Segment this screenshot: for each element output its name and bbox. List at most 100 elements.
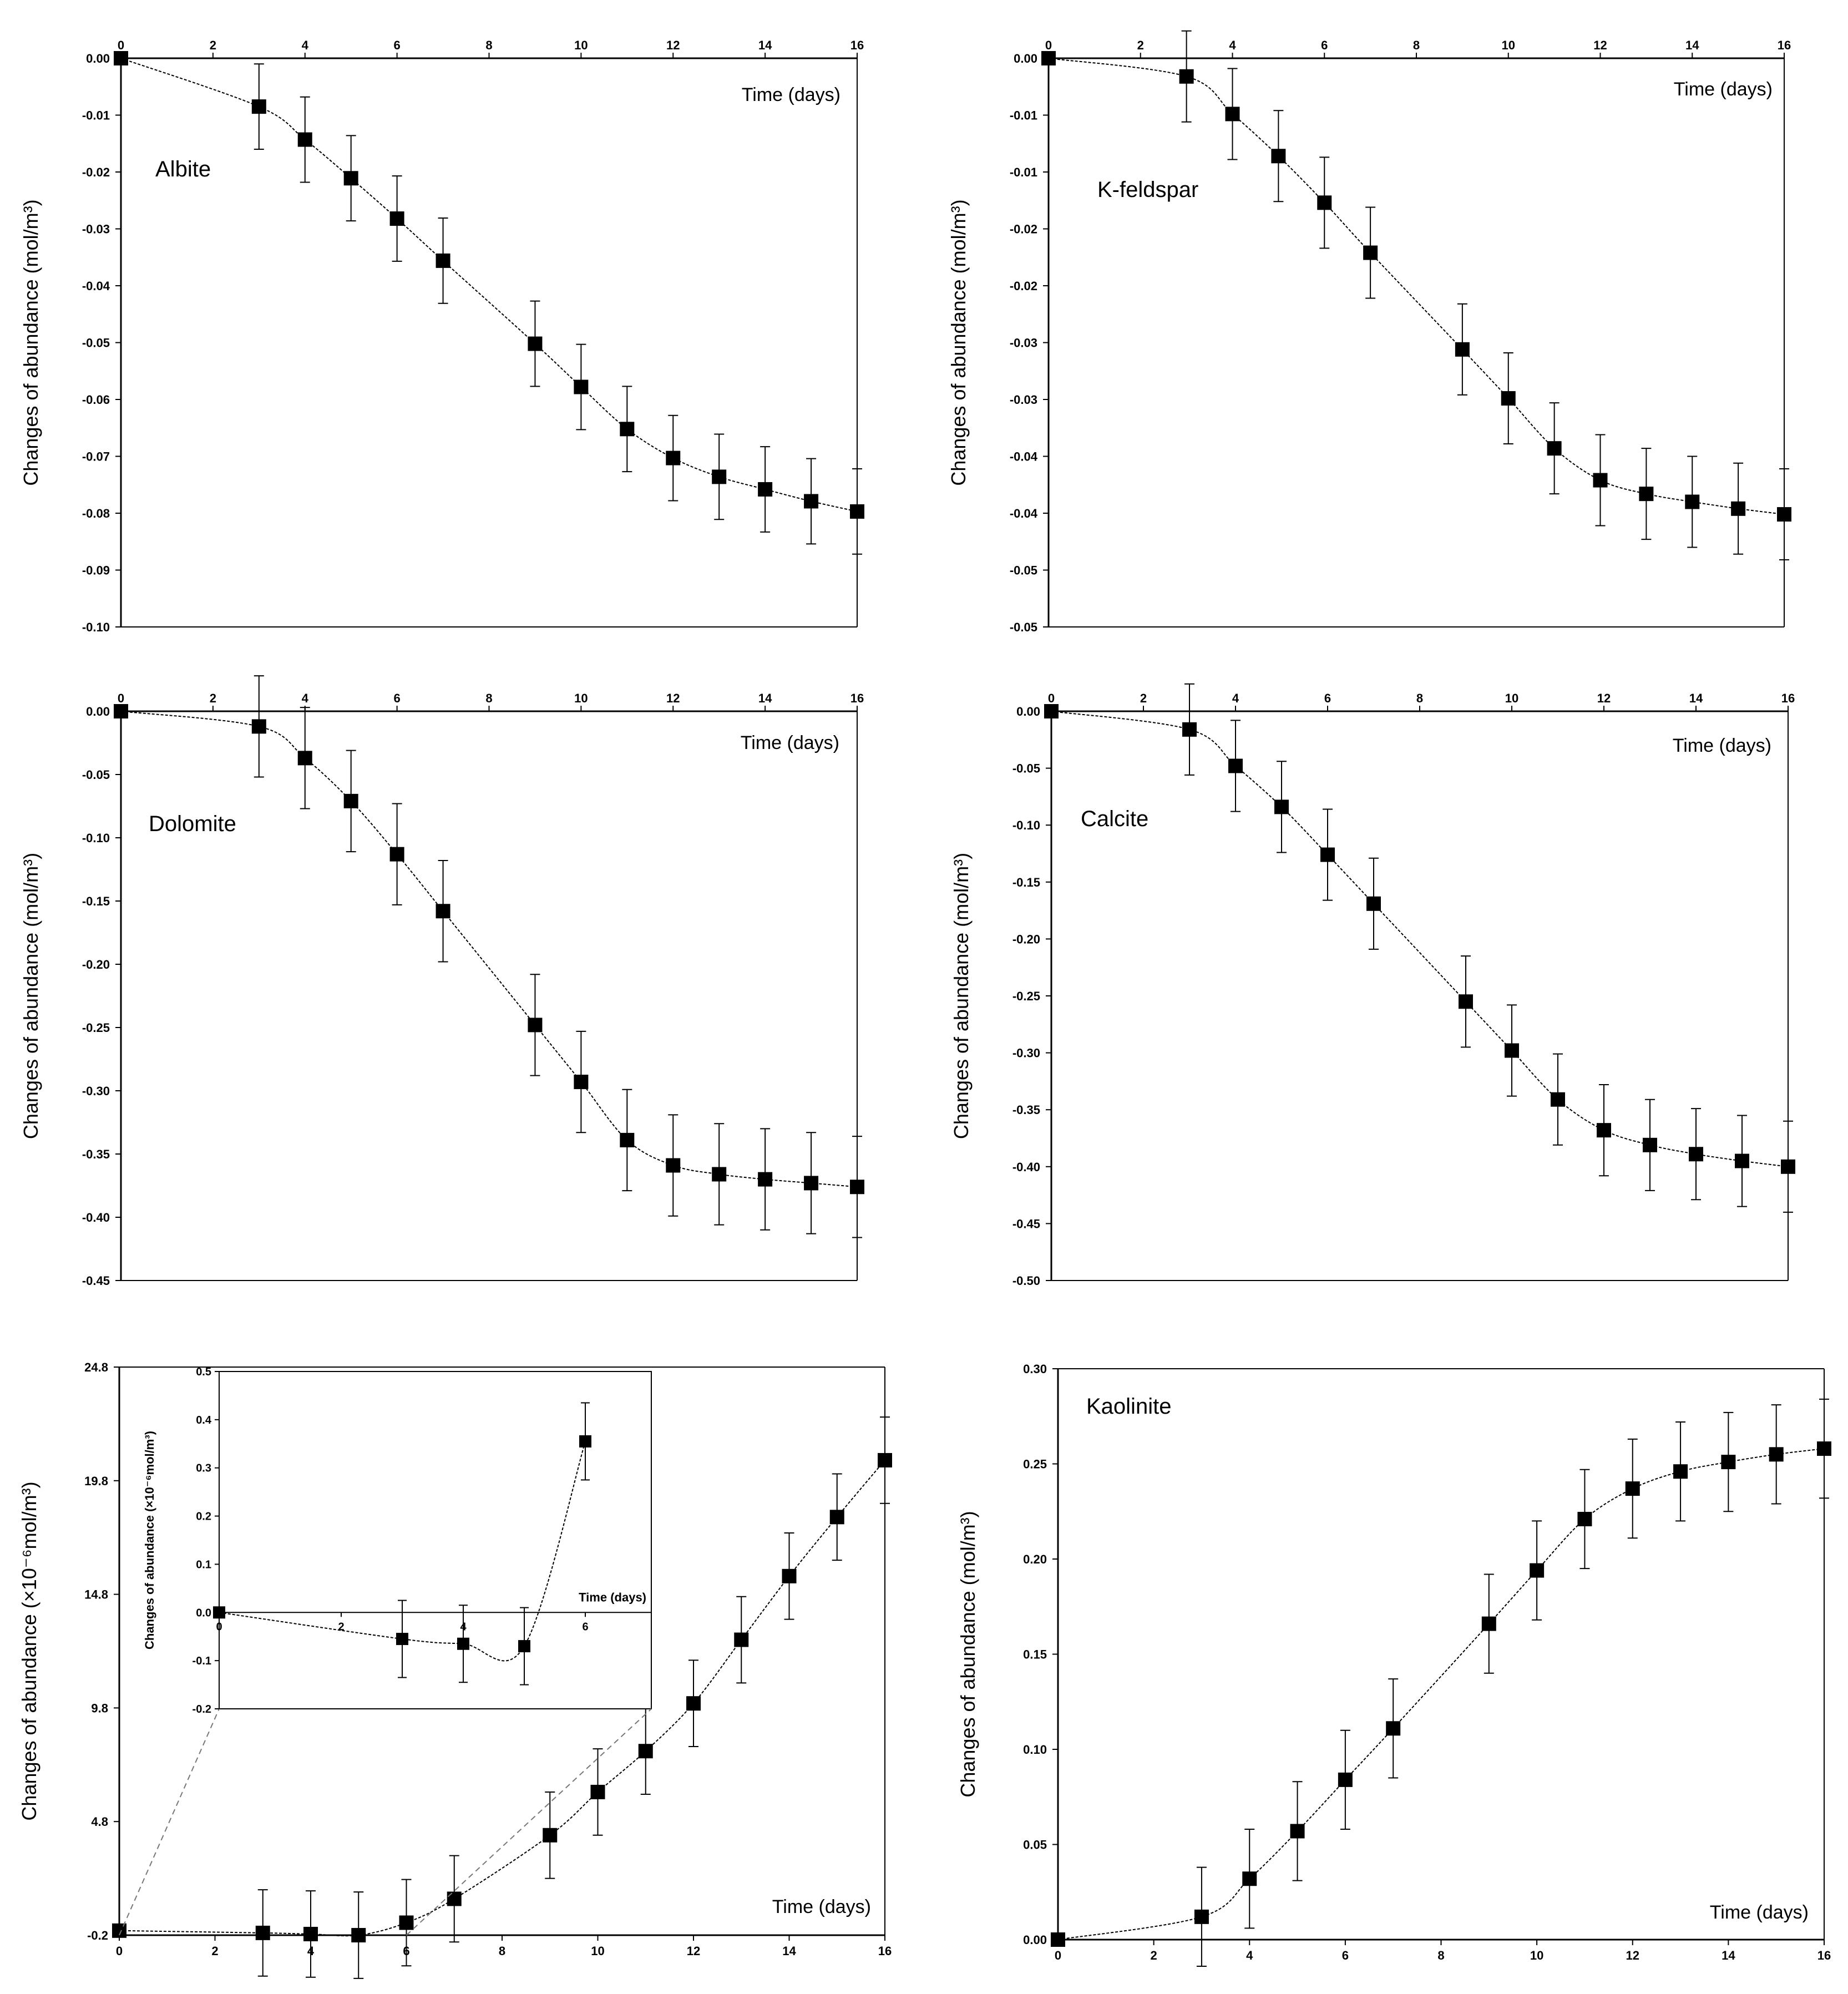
y-tick-label: -0.05 bbox=[82, 768, 110, 782]
x-tick-label: 6 bbox=[1324, 691, 1331, 705]
y-tick-label: -0.07 bbox=[82, 450, 110, 464]
y-tick-label: -0.30 bbox=[1012, 1046, 1040, 1060]
x-tick-label: 12 bbox=[1597, 691, 1611, 705]
y-tick-label: -0.25 bbox=[82, 1021, 110, 1035]
data-point bbox=[1338, 1772, 1353, 1787]
data-point bbox=[1689, 1147, 1703, 1162]
quartz-inset: 0.50.40.30.20.10.0-0.1-0.20246Time (days… bbox=[119, 1366, 652, 1936]
x-tick-label: 14 bbox=[758, 691, 772, 705]
x-tick-label: 0 bbox=[1045, 38, 1052, 52]
x-tick-label: 12 bbox=[1593, 38, 1607, 52]
x-tick-label: 6 bbox=[1342, 1949, 1349, 1962]
data-point bbox=[1731, 501, 1746, 516]
x-tick-label: 16 bbox=[1817, 1949, 1831, 1962]
x-tick-label: 16 bbox=[1778, 38, 1791, 52]
y-tick-label: 0.00 bbox=[86, 705, 110, 718]
y-tick-label: -0.20 bbox=[82, 958, 110, 971]
y-tick-label: -0.05 bbox=[1010, 620, 1037, 634]
inset-y-tick-label: 0.4 bbox=[196, 1414, 212, 1426]
data-point bbox=[666, 451, 681, 465]
y-tick-label: -0.40 bbox=[1012, 1160, 1040, 1174]
data-point bbox=[1194, 1909, 1209, 1924]
data-point bbox=[1455, 342, 1470, 357]
y-tick-label: 4.8 bbox=[91, 1815, 108, 1829]
x-tick-label: 16 bbox=[850, 38, 864, 52]
zoom-guide-line bbox=[119, 1708, 220, 1936]
data-point bbox=[782, 1568, 797, 1583]
y-tick-label: -0.35 bbox=[82, 1147, 110, 1161]
inset-y-tick-label: 0.2 bbox=[196, 1511, 211, 1523]
y-tick-label: -0.03 bbox=[1010, 336, 1037, 350]
data-point bbox=[1673, 1464, 1688, 1479]
x-tick-label: 4 bbox=[1229, 38, 1236, 52]
data-point bbox=[758, 1172, 773, 1187]
y-tick-label: 0.10 bbox=[1023, 1743, 1047, 1757]
y-tick-label: 9.8 bbox=[91, 1701, 108, 1715]
x-tick-label: 6 bbox=[394, 38, 401, 52]
x-tick-label: 10 bbox=[1502, 38, 1515, 52]
data-point bbox=[1593, 473, 1608, 488]
y-tick-label: 0.00 bbox=[1016, 705, 1040, 718]
x-axis-title: Time (days) bbox=[1674, 79, 1773, 100]
data-point bbox=[447, 1891, 462, 1906]
y-tick-label: -0.05 bbox=[1012, 762, 1040, 776]
data-point bbox=[343, 793, 358, 808]
data-point bbox=[1597, 1123, 1611, 1138]
y-tick-label: 0.00 bbox=[86, 52, 110, 65]
data-point bbox=[620, 422, 635, 437]
data-point bbox=[297, 751, 312, 766]
x-tick-label: 0 bbox=[118, 691, 124, 705]
inset-data-point bbox=[579, 1435, 591, 1448]
data-point bbox=[804, 494, 819, 509]
data-point bbox=[1735, 1153, 1749, 1168]
data-point bbox=[343, 171, 358, 186]
x-tick-label: 0 bbox=[116, 1944, 123, 1958]
x-axis-title: Time (days) bbox=[1673, 735, 1771, 756]
inset-data-point bbox=[518, 1640, 530, 1653]
x-tick-label: 14 bbox=[782, 1944, 796, 1958]
x-tick-label: 2 bbox=[1137, 38, 1144, 52]
data-point bbox=[303, 1926, 318, 1941]
data-point bbox=[666, 1158, 681, 1173]
x-tick-label: 14 bbox=[1685, 38, 1699, 52]
series-line bbox=[1048, 58, 1785, 515]
x-tick-label: 2 bbox=[210, 38, 216, 52]
x-tick-label: 6 bbox=[1321, 38, 1328, 52]
y-tick-label: -0.10 bbox=[82, 620, 110, 634]
data-point bbox=[574, 379, 589, 394]
data-point bbox=[1044, 704, 1059, 718]
series-line bbox=[120, 711, 858, 1188]
x-tick-label: 10 bbox=[591, 1944, 604, 1958]
x-tick-label: 4 bbox=[302, 38, 309, 52]
data-point bbox=[1320, 847, 1335, 862]
y-tick-label: -0.2 bbox=[87, 1929, 108, 1942]
data-point bbox=[114, 51, 128, 65]
data-point bbox=[686, 1696, 701, 1711]
data-point bbox=[1274, 799, 1289, 814]
data-point bbox=[1363, 245, 1378, 260]
inset-frame bbox=[219, 1371, 652, 1709]
data-point bbox=[1481, 1616, 1496, 1631]
x-tick-label: 12 bbox=[1626, 1949, 1639, 1962]
y-tick-label: -0.10 bbox=[82, 831, 110, 845]
y-tick-label: -0.05 bbox=[82, 336, 110, 350]
data-point bbox=[590, 1784, 605, 1799]
data-point bbox=[1225, 107, 1240, 122]
data-point bbox=[389, 847, 404, 862]
y-tick-label: 14.8 bbox=[84, 1588, 108, 1602]
data-point bbox=[878, 1453, 892, 1467]
mineral-label: Kaolinite bbox=[1086, 1394, 1171, 1419]
y-tick-label: -0.40 bbox=[82, 1211, 110, 1224]
x-tick-label: 0 bbox=[118, 38, 124, 52]
data-point bbox=[1769, 1447, 1784, 1462]
mineral-label: Calcite bbox=[1081, 807, 1148, 831]
data-point bbox=[1051, 1932, 1065, 1947]
x-tick-label: 2 bbox=[211, 1944, 218, 1958]
data-point bbox=[1530, 1563, 1545, 1578]
data-point bbox=[1721, 1455, 1736, 1470]
x-tick-label: 12 bbox=[666, 38, 680, 52]
y-tick-label: -0.01 bbox=[82, 109, 110, 123]
x-tick-label: 0 bbox=[1048, 691, 1055, 705]
x-tick-label: 8 bbox=[1416, 691, 1423, 705]
